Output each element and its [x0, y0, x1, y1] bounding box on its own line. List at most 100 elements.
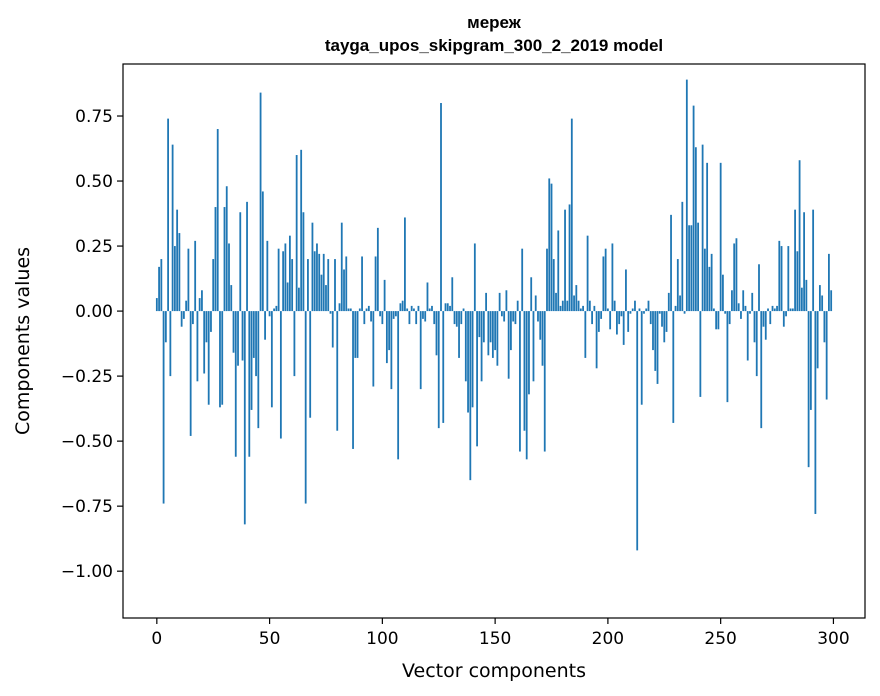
bar-232 — [679, 295, 681, 312]
bar-144 — [480, 311, 483, 382]
bar-158 — [512, 311, 515, 322]
bar-68 — [309, 311, 312, 418]
bar-243 — [703, 248, 706, 312]
bar-50 — [268, 311, 271, 317]
bar-16 — [192, 311, 194, 325]
bar-223 — [658, 311, 661, 314]
bar-172 — [543, 311, 546, 452]
bar-109 — [401, 300, 404, 312]
bar-41 — [248, 311, 251, 457]
bar-253 — [726, 311, 729, 403]
bar-24 — [210, 311, 212, 332]
bar-233 — [681, 201, 684, 312]
bar-264 — [751, 292, 754, 312]
bar-178 — [557, 230, 560, 312]
bar-186 — [575, 285, 578, 312]
bar-267 — [758, 264, 760, 312]
bar-151 — [496, 311, 499, 366]
bar-37 — [239, 212, 242, 312]
bar-80 — [336, 311, 339, 431]
bar-149 — [491, 311, 494, 358]
bar-161 — [519, 311, 521, 452]
bar-201 — [609, 311, 612, 330]
bar-226 — [665, 311, 668, 332]
bar-60 — [291, 259, 294, 312]
y-tick-label-7: 0.75 — [75, 107, 113, 127]
bar-225 — [663, 311, 666, 343]
x-tick-label-50: 50 — [259, 629, 281, 649]
bar-266 — [755, 311, 758, 377]
bar-268 — [760, 311, 763, 429]
bar-270 — [764, 311, 767, 340]
bar-208 — [625, 269, 627, 312]
bar-118 — [422, 311, 424, 319]
bar-203 — [613, 300, 616, 312]
bar-72 — [318, 253, 321, 312]
y-axis-label: Components values — [12, 247, 34, 435]
bar-1 — [158, 266, 160, 312]
bar-180 — [561, 300, 564, 312]
bar-246 — [710, 253, 713, 312]
bar-85 — [347, 308, 350, 312]
bar-240 — [697, 222, 699, 312]
bar-6 — [169, 311, 172, 377]
bar-189 — [582, 305, 584, 312]
bar-196 — [597, 311, 600, 332]
bar-97 — [374, 256, 377, 312]
bar-143 — [478, 311, 481, 338]
bar-179 — [559, 305, 562, 312]
bar-170 — [539, 311, 542, 340]
bar-254 — [728, 311, 731, 325]
bar-5 — [167, 118, 169, 312]
bar-110 — [404, 217, 406, 312]
bar-278 — [782, 311, 785, 327]
bar-71 — [316, 243, 318, 312]
bar-106 — [394, 311, 397, 317]
bar-204 — [616, 311, 618, 335]
bar-78 — [331, 311, 334, 348]
bar-184 — [570, 118, 573, 312]
bar-22 — [205, 311, 208, 343]
bar-100 — [381, 311, 384, 325]
bar-7 — [171, 144, 174, 312]
bar-2 — [160, 259, 163, 312]
bar-239 — [694, 147, 697, 312]
bar-75 — [325, 285, 327, 312]
bar-128 — [444, 303, 447, 312]
bar-136 — [462, 308, 465, 312]
bar-40 — [246, 201, 248, 312]
bar-76 — [327, 259, 330, 312]
bar-193 — [591, 311, 593, 325]
bar-227 — [667, 292, 670, 312]
bar-291 — [812, 209, 815, 312]
bar-176 — [552, 259, 555, 312]
bar-255 — [731, 290, 733, 312]
bar-15 — [189, 311, 192, 436]
bar-211 — [631, 308, 634, 312]
bar-61 — [293, 311, 296, 377]
bar-218 — [647, 300, 650, 312]
bar-224 — [661, 311, 663, 327]
bar-48 — [264, 311, 266, 340]
bar-215 — [640, 311, 643, 405]
bar-28 — [219, 311, 221, 408]
bar-63 — [298, 287, 300, 312]
bar-228 — [670, 214, 672, 312]
bar-38 — [241, 311, 244, 361]
bar-260 — [742, 290, 745, 312]
chart-title-line2: tayga_upos_skipgram_300_2_2019 model — [325, 36, 663, 55]
bar-187 — [577, 300, 580, 312]
bar-12 — [182, 311, 185, 319]
bar-210 — [629, 311, 632, 314]
x-tick-label-200: 200 — [592, 629, 624, 649]
y-tick-label-2: −0.50 — [61, 432, 113, 452]
bar-140 — [471, 311, 474, 408]
bar-126 — [440, 103, 442, 312]
bar-64 — [300, 149, 303, 312]
bar-168 — [534, 295, 537, 312]
bar-250 — [719, 162, 722, 312]
bar-26 — [214, 207, 217, 312]
bar-51 — [270, 311, 273, 408]
bar-112 — [408, 311, 411, 325]
